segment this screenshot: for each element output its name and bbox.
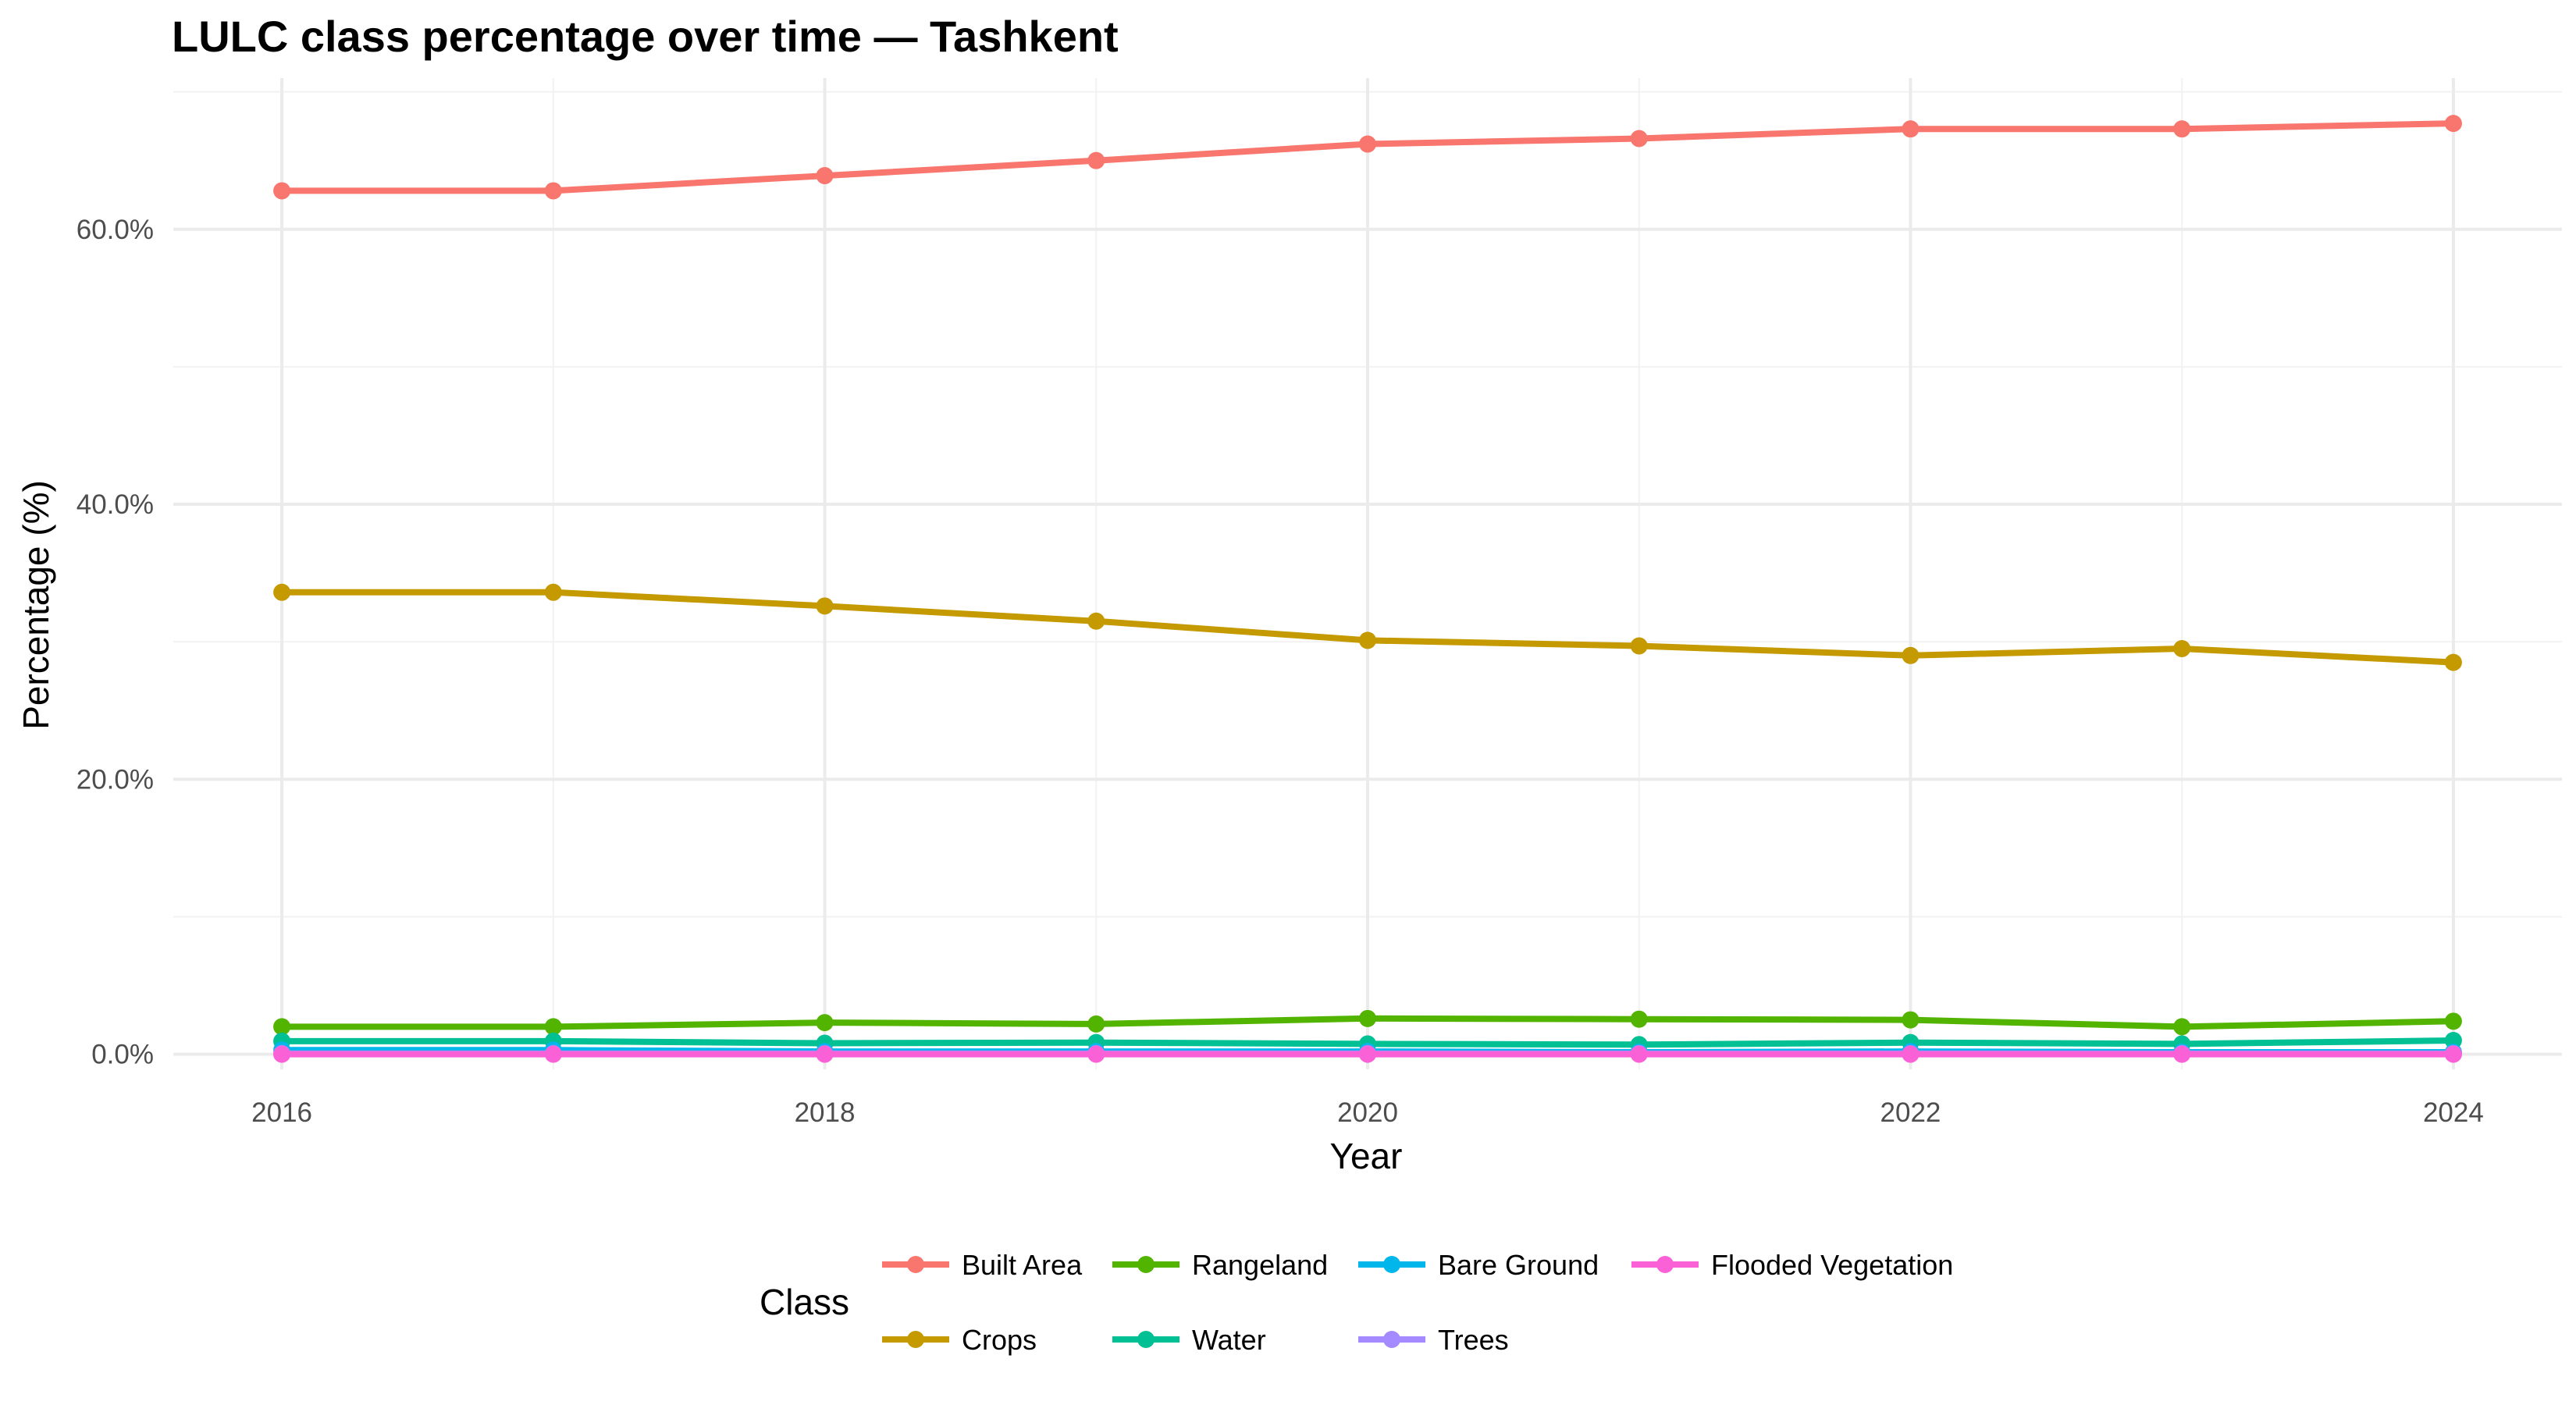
data-point-crops (544, 583, 562, 601)
legend-item-flooded-vegetation: Flooded Vegetation (1631, 1249, 1953, 1281)
data-point-flooded-vegetation (1630, 1045, 1648, 1063)
series-built-area (273, 115, 2462, 200)
legend-label: Trees (1438, 1324, 1509, 1356)
legend-label: Flooded Vegetation (1711, 1249, 1953, 1281)
legend-key-point (1383, 1331, 1400, 1348)
chart-title: LULC class percentage over time — Tashke… (172, 12, 1119, 61)
legend-title: Class (760, 1282, 849, 1322)
data-point-rangeland (1902, 1011, 1920, 1029)
data-point-flooded-vegetation (2173, 1045, 2191, 1063)
x-tick-label: 2018 (795, 1097, 856, 1128)
axis-ticks: 0.0% 20.0% 40.0% 60.0% 2016 2018 2020 2022 2024 (76, 215, 2484, 1128)
data-point-flooded-vegetation (1359, 1045, 1376, 1063)
data-point-flooded-vegetation (1087, 1045, 1105, 1063)
y-tick-label: 40.0% (76, 489, 154, 520)
data-point-built-area (1630, 130, 1648, 148)
x-tick-label: 2016 (251, 1097, 312, 1128)
data-point-flooded-vegetation (273, 1045, 291, 1063)
legend-item-built-area: Built Area (882, 1249, 1083, 1281)
legend-label: Built Area (962, 1249, 1083, 1281)
legend-label: Bare Ground (1438, 1249, 1599, 1281)
data-point-flooded-vegetation (1902, 1045, 1920, 1063)
data-point-rangeland (1087, 1015, 1105, 1033)
grid-lines (173, 78, 2562, 1069)
legend-item-water: Water (1112, 1324, 1266, 1356)
legend-item-bare-ground: Bare Ground (1358, 1249, 1599, 1281)
legend-item-rangeland: Rangeland (1112, 1249, 1328, 1281)
x-axis-title: Year (1330, 1136, 1403, 1176)
series-rangeland (273, 1009, 2462, 1036)
data-point-crops (1630, 637, 1648, 655)
legend-key-point (1137, 1256, 1155, 1273)
x-tick-label: 2020 (1337, 1097, 1398, 1128)
data-point-crops (1359, 631, 1376, 649)
legend-key-point (1656, 1256, 1674, 1273)
legend-item-crops: Crops (882, 1324, 1037, 1356)
data-point-flooded-vegetation (544, 1045, 562, 1063)
legend-key-point (1383, 1256, 1400, 1273)
data-point-flooded-vegetation (2444, 1045, 2462, 1063)
x-tick-label: 2022 (1880, 1097, 1941, 1128)
data-point-rangeland (2173, 1018, 2191, 1036)
x-tick-label: 2024 (2423, 1097, 2484, 1128)
data-point-crops (1087, 612, 1105, 630)
y-tick-label: 60.0% (76, 215, 154, 245)
legend-label: Rangeland (1192, 1249, 1328, 1281)
data-point-built-area (1087, 151, 1105, 169)
data-point-crops (2173, 639, 2191, 657)
data-point-built-area (1359, 135, 1376, 153)
data-point-crops (273, 583, 291, 601)
data-point-built-area (544, 182, 562, 200)
y-tick-label: 0.0% (91, 1040, 154, 1070)
legend-key-point (907, 1256, 924, 1273)
legend: Class Built Area Crops Rangeland Water Bare … (760, 1249, 1953, 1356)
series-flooded-vegetation (273, 1045, 2462, 1063)
data-point-rangeland (2444, 1012, 2462, 1030)
data-point-built-area (2444, 115, 2462, 133)
data-point-rangeland (816, 1014, 834, 1032)
data-point-rangeland (273, 1018, 291, 1036)
data-point-built-area (2173, 120, 2191, 138)
data-point-built-area (1902, 120, 1920, 138)
legend-key-point (907, 1331, 924, 1348)
y-tick-label: 20.0% (76, 764, 154, 795)
data-point-crops (1902, 646, 1920, 664)
data-point-flooded-vegetation (816, 1045, 834, 1063)
legend-label: Crops (962, 1324, 1037, 1356)
series-crops (273, 583, 2462, 671)
legend-label: Water (1192, 1324, 1266, 1356)
data-point-built-area (273, 182, 291, 200)
data-point-rangeland (1630, 1010, 1648, 1028)
data-point-rangeland (544, 1018, 562, 1036)
data-point-built-area (816, 167, 834, 185)
legend-key-point (1137, 1331, 1155, 1348)
y-axis-title: Percentage (%) (16, 480, 56, 730)
data-point-rangeland (1359, 1009, 1376, 1027)
legend-item-trees: Trees (1358, 1324, 1509, 1356)
data-point-crops (2444, 653, 2462, 671)
series-lines (273, 115, 2462, 1063)
data-point-crops (816, 597, 834, 615)
